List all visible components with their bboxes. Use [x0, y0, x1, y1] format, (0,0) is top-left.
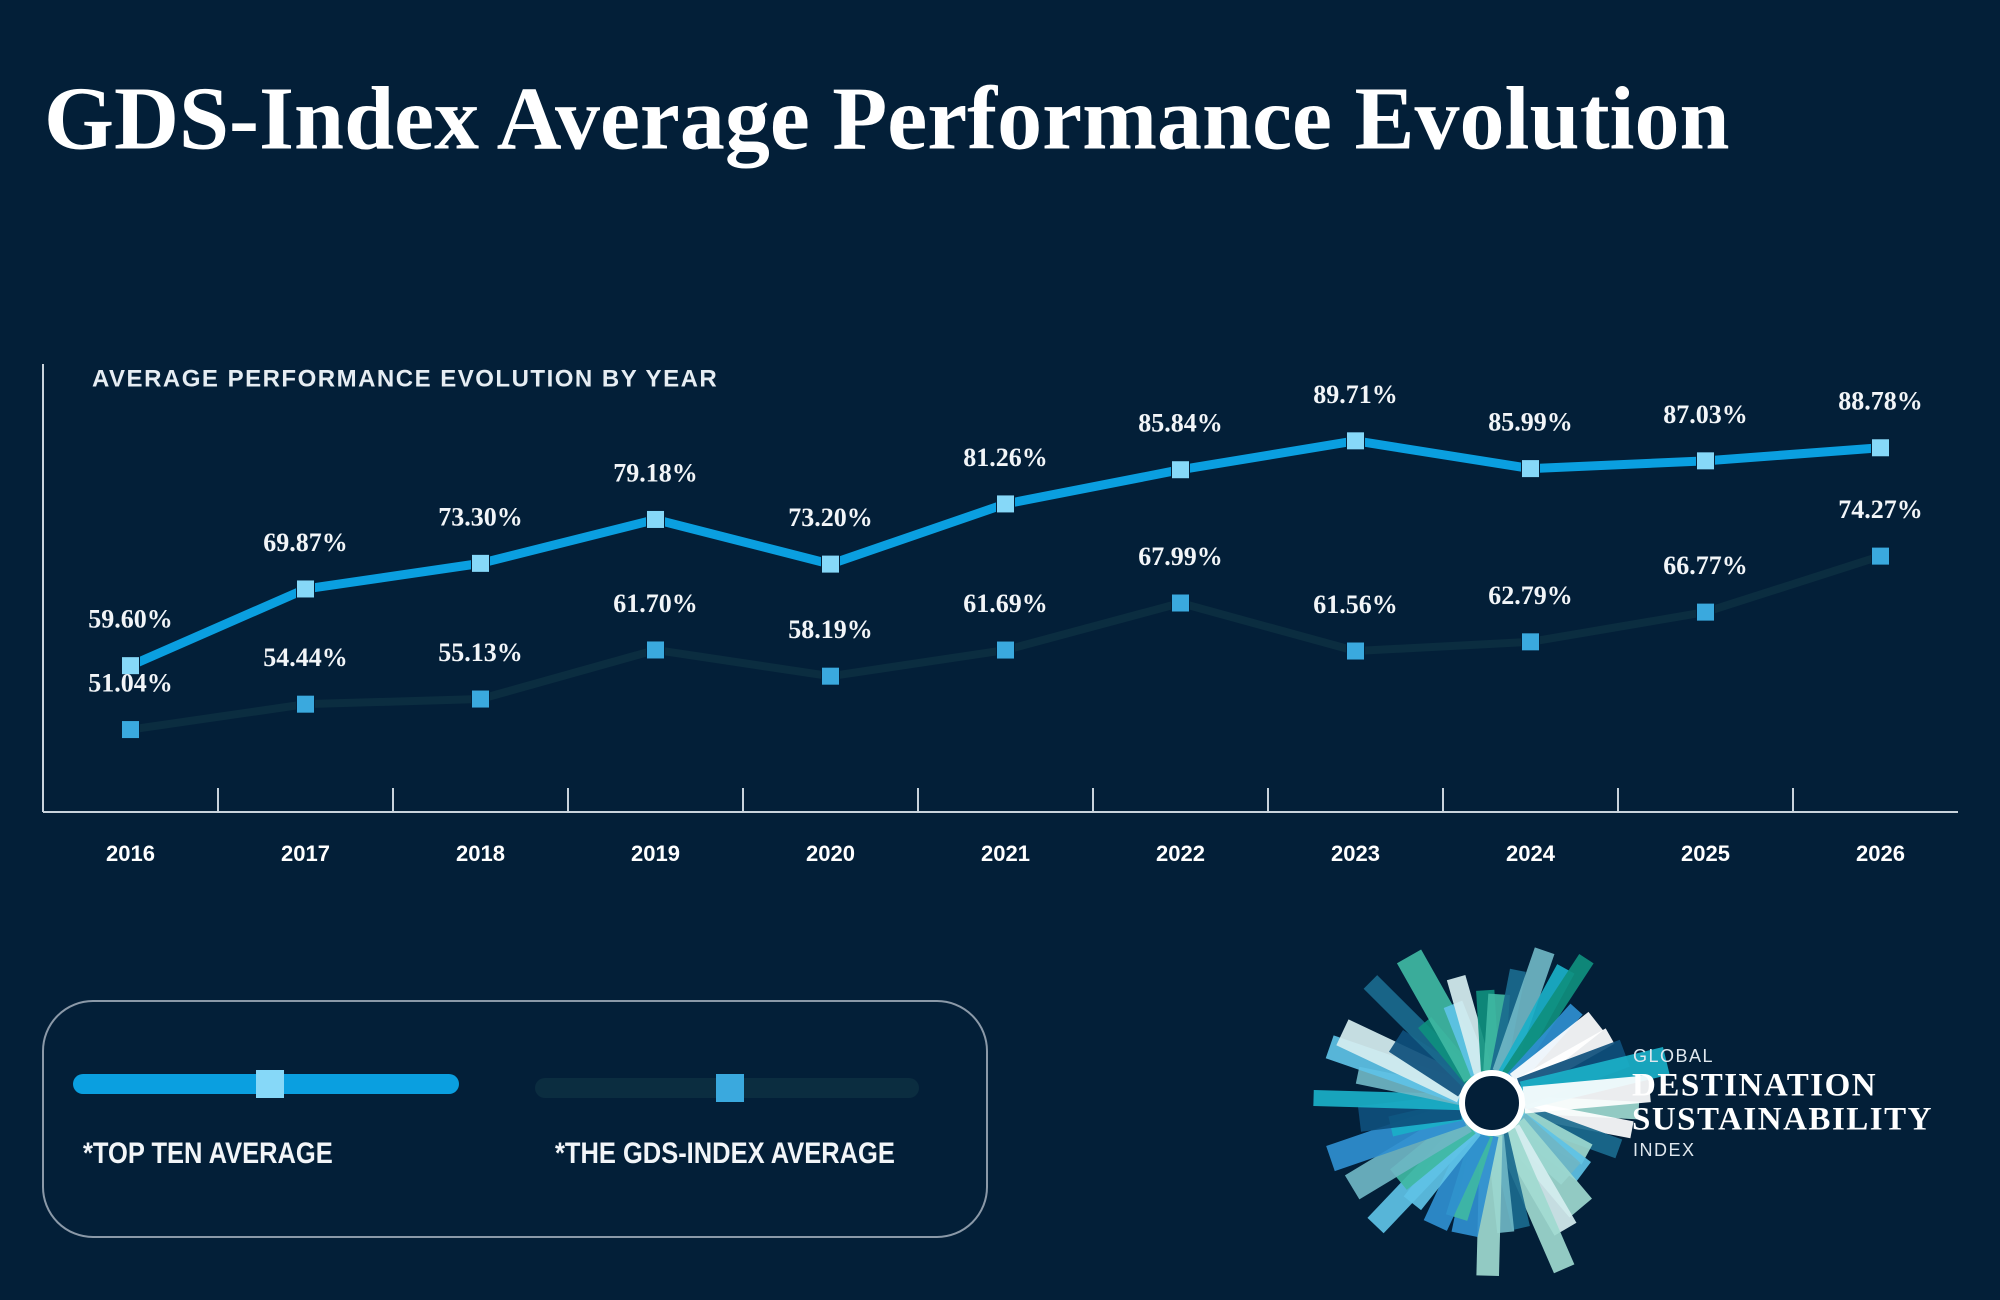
data-label: 89.71%	[1313, 380, 1398, 409]
data-point	[821, 666, 840, 686]
data-point	[1696, 451, 1715, 471]
data-point	[296, 579, 315, 599]
data-label: 73.20%	[788, 503, 873, 532]
data-point	[821, 554, 840, 574]
logo-ray	[1492, 947, 1555, 1077]
data-label: 61.69%	[963, 589, 1048, 618]
data-label: 85.84%	[1138, 409, 1223, 438]
legend-box	[42, 1000, 988, 1238]
logo-ray	[1388, 1030, 1473, 1097]
data-label: 88.78%	[1838, 387, 1923, 416]
x-tick-label: 2016	[106, 841, 155, 866]
data-point	[1346, 641, 1365, 661]
data-label: 61.70%	[613, 589, 698, 618]
data-label: 66.77%	[1663, 551, 1748, 580]
logo	[1313, 947, 1670, 1276]
legend-marker	[256, 1070, 284, 1098]
data-point	[121, 720, 140, 740]
data-label: 58.19%	[788, 615, 873, 644]
data-point	[1521, 632, 1540, 652]
x-tick-label: 2023	[1331, 841, 1380, 866]
data-point	[296, 694, 315, 714]
chart-title: GDS-Index Average Performance Evolution	[44, 70, 1730, 169]
data-label: 51.04%	[88, 669, 173, 698]
data-label: 67.99%	[1138, 542, 1223, 571]
data-label: 73.30%	[438, 502, 523, 531]
x-tick-label: 2018	[456, 841, 505, 866]
data-point	[1696, 602, 1715, 622]
logo-text: GLOBAL	[1633, 1046, 1714, 1066]
logo-ray	[1490, 968, 1526, 1074]
logo-text: SUSTAINABILITY	[1632, 1102, 1933, 1138]
logo-ray	[1518, 1104, 1623, 1159]
data-point	[471, 553, 490, 573]
data-label: 54.44%	[263, 643, 348, 672]
x-tick-label: 2019	[631, 841, 680, 866]
data-point	[1171, 593, 1190, 613]
data-point	[1871, 546, 1890, 566]
logo-ray	[1423, 1126, 1491, 1231]
legend-label: *TOP TEN AVERAGE	[83, 1136, 333, 1169]
data-label: 81.26%	[963, 443, 1048, 472]
data-point	[646, 640, 665, 660]
x-tick-label: 2020	[806, 841, 855, 866]
logo-core	[1459, 1070, 1525, 1136]
logo-ray	[1502, 953, 1594, 1081]
data-label: 55.13%	[438, 638, 523, 667]
data-label: 74.27%	[1838, 495, 1923, 524]
logo-text: DESTINATION	[1632, 1068, 1877, 1104]
data-point	[996, 640, 1015, 660]
data-point	[1871, 438, 1890, 458]
chart-subtitle: AVERAGE PERFORMANCE EVOLUTION BY YEAR	[92, 365, 718, 392]
data-label: 69.87%	[263, 528, 348, 557]
logo-text: INDEX	[1633, 1140, 1696, 1160]
data-point	[1346, 431, 1365, 451]
data-label: 85.99%	[1488, 408, 1573, 437]
logo-ray	[1522, 1075, 1651, 1114]
data-point	[1171, 460, 1190, 480]
data-label: 59.60%	[88, 605, 173, 634]
data-point	[996, 494, 1015, 514]
data-label: 87.03%	[1663, 400, 1748, 429]
data-point	[471, 689, 490, 709]
legend-marker	[716, 1074, 744, 1102]
data-point	[1521, 459, 1540, 479]
data-label: 62.79%	[1488, 581, 1573, 610]
x-tick-label: 2021	[981, 841, 1030, 866]
data-point	[121, 656, 140, 676]
data-label: 79.18%	[613, 458, 698, 487]
data-point	[646, 509, 665, 529]
x-tick-label: 2022	[1156, 841, 1205, 866]
x-tick-label: 2024	[1506, 841, 1556, 866]
data-label: 61.56%	[1313, 590, 1398, 619]
legend-label: *THE GDS-INDEX AVERAGE	[555, 1136, 895, 1169]
x-tick-label: 2025	[1681, 841, 1730, 866]
x-tick-label: 2026	[1856, 841, 1905, 866]
x-tick-label: 2017	[281, 841, 330, 866]
